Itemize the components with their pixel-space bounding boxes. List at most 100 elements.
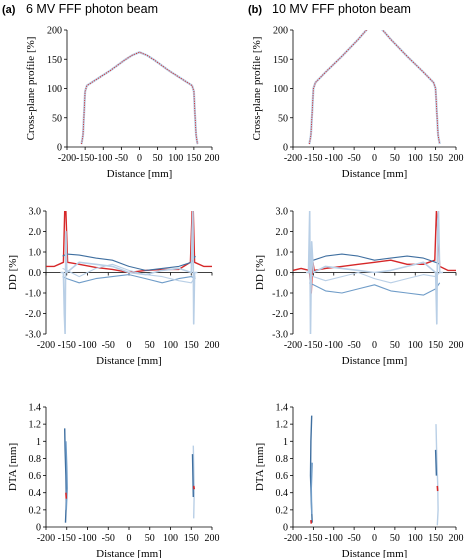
x-tick-label: 0 (127, 533, 132, 544)
x-tick-label: -150 (58, 533, 76, 544)
x-tick-label: -100 (78, 340, 96, 351)
series-line (306, 211, 443, 334)
x-tick-label: -150 (304, 153, 322, 164)
y-tick-label: 0.8 (276, 454, 289, 465)
x-tick-label: 150 (428, 533, 443, 544)
y-tick-label: 200 (47, 26, 62, 37)
panel-b-label: (b) (248, 4, 262, 16)
x-tick-label: 200 (205, 340, 220, 351)
x-tick-label: 0 (137, 153, 142, 164)
x-tick-label: 100 (163, 340, 178, 351)
profile-line-band (308, 30, 441, 145)
panel-b-title: 10 MV FFF photon beam (272, 2, 411, 16)
y-tick-label: -3.0 (25, 330, 41, 341)
y-tick-label: 50 (52, 113, 62, 124)
x-tick-label: 50 (145, 533, 155, 544)
x-tick-label: 0 (372, 340, 377, 351)
x-tick-label: 150 (186, 153, 201, 164)
y-tick-label: 200 (273, 26, 288, 37)
series-line (192, 445, 195, 519)
x-tick-label: -100 (94, 153, 112, 164)
x-axis-label: Distance [mm] (342, 548, 408, 558)
series-line (62, 274, 196, 284)
series-line (310, 462, 313, 515)
y-tick-label: -1.0 (272, 289, 288, 300)
plot-area (80, 51, 199, 145)
profile-line (308, 30, 441, 145)
y-tick-label: -1.0 (25, 289, 41, 300)
y-tick-label: 0.0 (276, 268, 289, 279)
y-axis-label: DTA [mm] (7, 443, 19, 491)
series-line (293, 211, 456, 294)
y-tick-label: 1.2 (276, 420, 289, 431)
x-tick-label: 0 (372, 533, 377, 544)
plot-area (293, 211, 456, 334)
x-tick-label: 200 (449, 153, 464, 164)
x-tick-label: -200 (58, 153, 76, 164)
y-tick-label: 3.0 (276, 207, 289, 218)
x-tick-label: -50 (347, 533, 360, 544)
x-tick-label: 200 (449, 340, 464, 351)
x-tick-label: -200 (284, 340, 302, 351)
x-tick-label: 150 (428, 340, 443, 351)
y-axis-label: Cross-plane profile [%] (251, 37, 263, 141)
y-tick-label: 150 (47, 55, 62, 66)
x-tick-label: -100 (325, 340, 343, 351)
chart-dta_10mv: 0 0.2 0.4 0.6 0.8 1 1.2 1.4 -200 -150 -100 -50 0 50 10… (254, 403, 464, 558)
x-axis-label: Distance [mm] (342, 355, 408, 367)
x-axis-label: Distance [mm] (107, 168, 173, 180)
x-tick-label: -200 (37, 340, 55, 351)
plot-area (64, 428, 195, 523)
series-line (308, 271, 441, 284)
x-tick-label: 200 (205, 153, 220, 164)
x-axis-label: Distance [mm] (342, 168, 408, 180)
y-tick-label: 0 (283, 143, 288, 154)
y-tick-label: 0.6 (276, 471, 289, 482)
y-tick-label: 0.4 (276, 488, 289, 499)
panel-a-title: 6 MV FFF photon beam (26, 2, 158, 16)
y-tick-label: 0.6 (29, 471, 42, 482)
y-tick-label: 1 (36, 437, 41, 448)
series-line (65, 441, 68, 510)
y-tick-label: 0 (36, 523, 41, 534)
x-tick-label: 150 (428, 153, 443, 164)
y-axis-label: DTA [mm] (254, 443, 266, 491)
y-tick-label: 100 (47, 84, 62, 95)
plot-area (46, 211, 212, 334)
y-tick-label: 1.0 (276, 248, 289, 259)
series-line (191, 454, 194, 498)
x-tick-label: -50 (347, 340, 360, 351)
x-tick-label: 100 (163, 533, 178, 544)
x-tick-label: -100 (325, 153, 343, 164)
y-tick-label: 0 (57, 143, 62, 154)
y-tick-label: 150 (273, 55, 288, 66)
panel-a-label: (a) (2, 4, 16, 16)
plot-area (309, 415, 439, 526)
series-line (62, 263, 196, 284)
y-tick-label: 1.0 (29, 248, 42, 259)
x-tick-label: -200 (37, 533, 55, 544)
y-tick-label: 50 (278, 113, 288, 124)
series-line (309, 282, 441, 296)
x-tick-label: -50 (102, 533, 115, 544)
y-tick-label: 2.0 (29, 227, 42, 238)
series-line (60, 211, 198, 334)
x-tick-label: -200 (284, 533, 302, 544)
x-tick-label: 50 (390, 153, 400, 164)
y-tick-label: 2.0 (276, 227, 289, 238)
chart-profile_10mv: 0 50 100 150 200 -200 -150 -100 -50 0 50 100 150 200 D… (251, 26, 464, 181)
x-tick-label: 50 (390, 533, 400, 544)
y-tick-label: 0.8 (29, 454, 42, 465)
x-tick-label: 150 (184, 533, 199, 544)
chart-dd_6mv: -3.0 -2.0 -1.0 0.0 1.0 2.0 3.0 -200 -150 -100 -50 0… (7, 207, 220, 368)
y-tick-label: -3.0 (272, 330, 288, 341)
y-tick-label: 0.0 (29, 268, 42, 279)
x-tick-label: 150 (184, 340, 199, 351)
y-tick-label: 0.4 (29, 488, 42, 499)
chart-dta_6mv: 0 0.2 0.4 0.6 0.8 1 1.2 1.4 -200 -150 -100 -50 0 50 10… (7, 403, 220, 558)
series-line (62, 253, 196, 271)
series-line (434, 449, 438, 476)
profile-line (81, 51, 198, 145)
